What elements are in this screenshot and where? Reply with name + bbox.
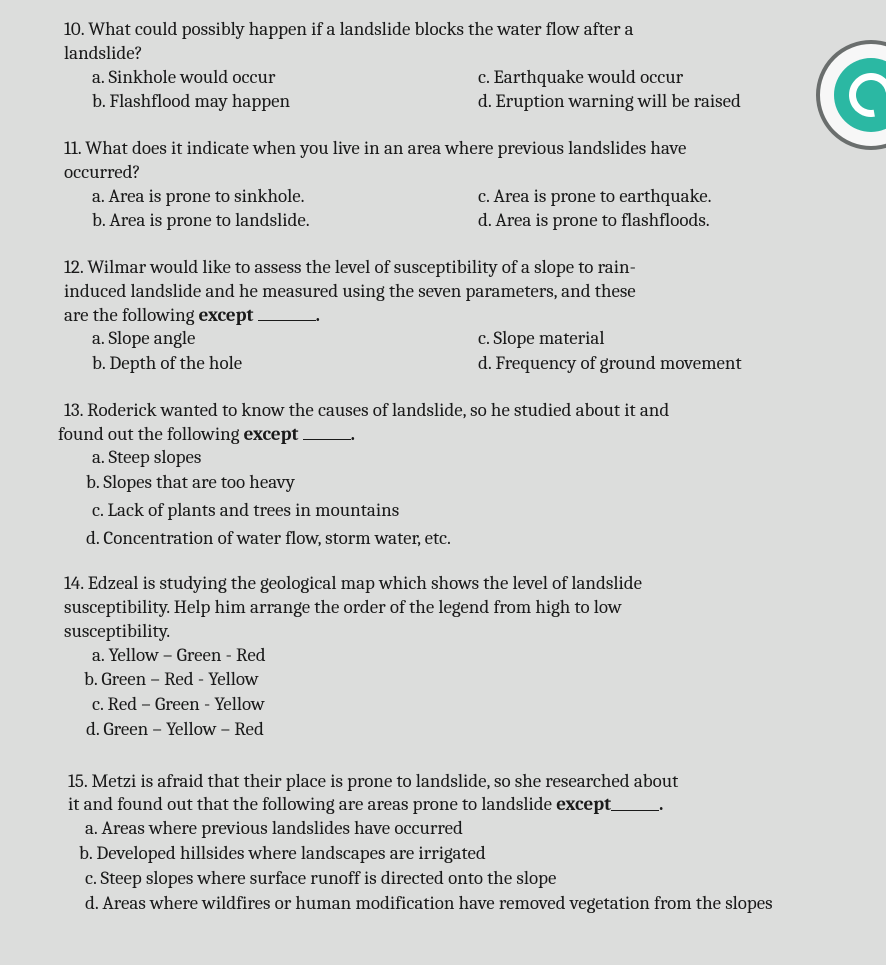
q11-a: a. Area is prone to sinkhole.	[92, 185, 478, 209]
q15-prompt: 15. Metzi is afraid that their place is …	[26, 770, 860, 794]
q13-line2: found out the following except .	[26, 423, 860, 447]
blank-icon	[258, 304, 316, 321]
q12-except: except	[199, 304, 254, 326]
q13-b: b. Slopes that are too heavy	[86, 471, 860, 495]
q10-num: 10.	[64, 18, 84, 40]
blank-icon	[303, 423, 351, 440]
q13-prompt: 13. Roderick wanted to know the causes o…	[26, 399, 860, 423]
q11-col-left: a. Area is prone to sinkhole. b. Area is…	[92, 185, 478, 235]
question-15: 15. Metzi is afraid that their place is …	[26, 770, 860, 916]
q12-a: a. Slope angle	[92, 327, 478, 351]
q14-num: 14.	[64, 572, 84, 594]
q12-d: d. Frequency of ground movement	[478, 352, 860, 376]
q12-line3a: are the following	[64, 304, 199, 326]
q15-options: a. Areas where previous landslides have …	[26, 817, 860, 915]
q12-prompt: 12. Wilmar would like to assess the leve…	[26, 256, 860, 280]
q14-c: c. Red – Green - Yellow	[26, 693, 860, 717]
q12-col-left: a. Slope angle b. Depth of the hole	[92, 327, 478, 377]
q14-b: b. Green – Red - Yellow	[26, 668, 860, 692]
q13-d: d. Concentration of water flow, storm wa…	[86, 527, 860, 551]
q12-period: .	[316, 304, 320, 326]
q13-options: a. Steep slopes b. Slopes that are too h…	[26, 446, 860, 550]
q12-line3: are the following except .	[26, 304, 860, 328]
q10-c: c. Earthquake would occur	[478, 66, 860, 90]
q10-line1: What could possibly happen if a landslid…	[88, 18, 633, 40]
question-14: 14. Edzeal is studying the geological ma…	[26, 572, 860, 741]
q15-line2: it and found out that the following are …	[26, 793, 860, 817]
blank-icon	[611, 793, 659, 810]
q12-b: b. Depth of the hole	[92, 352, 478, 376]
q11-line1: What does it indicate when you live in a…	[85, 137, 686, 159]
q15-line1: Metzi is afraid that their place is pron…	[91, 770, 678, 792]
q10-a: a. Sinkhole would occur	[92, 66, 478, 90]
q13-a: a. Steep slopes	[92, 446, 860, 470]
q15-line2a: it and found out that the following are …	[68, 794, 556, 816]
q13-line1: Roderick wanted to know the causes of la…	[87, 399, 669, 421]
question-11: 11. What does it indicate when you live …	[26, 137, 860, 234]
q14-d: d. Green – Yellow – Red	[26, 718, 860, 742]
q10-line2: landslide?	[26, 42, 860, 66]
q15-except: except	[556, 794, 611, 816]
q11-line2: occurred?	[26, 161, 860, 185]
q13-line2a: found out the following	[58, 423, 244, 445]
q10-col-right: c. Earthquake would occur d. Eruption wa…	[478, 66, 860, 116]
q12-line1: Wilmar would like to assess the level of…	[87, 256, 635, 278]
question-13: 13. Roderick wanted to know the causes o…	[26, 399, 860, 551]
q12-num: 12.	[64, 256, 83, 278]
q15-c: c. Steep slopes where surface runoff is …	[26, 867, 860, 891]
q13-except: except	[244, 423, 299, 445]
q11-c: c. Area is prone to earthquake.	[478, 185, 860, 209]
question-10: 10. What could possibly happen if a land…	[26, 18, 860, 115]
q14-options: a. Yellow – Green - Red b. Green – Red -…	[26, 644, 860, 742]
q15-period: .	[659, 794, 663, 816]
q10-col-left: a. Sinkhole would occur b. Flashflood ma…	[92, 66, 478, 116]
q12-options: a. Slope angle b. Depth of the hole c. S…	[26, 327, 860, 377]
q15-d: d. Areas where wildfires or human modifi…	[26, 892, 860, 916]
grammarly-icon	[834, 58, 886, 132]
q10-d: d. Eruption warning will be raised	[478, 90, 860, 114]
q15-a: a. Areas where previous landslides have …	[26, 817, 860, 841]
q14-a: a. Yellow – Green - Red	[26, 644, 860, 668]
q14-line1: Edzeal is studying the geological map wh…	[88, 572, 642, 594]
q12-c: c. Slope material	[478, 327, 860, 351]
q11-col-right: c. Area is prone to earthquake. d. Area …	[478, 185, 860, 235]
q10-prompt: 10. What could possibly happen if a land…	[26, 18, 860, 42]
q11-num: 11.	[64, 137, 81, 159]
q14-line2: susceptibility. Help him arrange the ord…	[26, 596, 860, 620]
q13-period: .	[351, 423, 355, 445]
q15-num: 15.	[68, 770, 87, 792]
q10-b: b. Flashflood may happen	[92, 90, 478, 114]
q11-d: d. Area is prone to flashfloods.	[478, 209, 860, 233]
question-12: 12. Wilmar would like to assess the leve…	[26, 256, 860, 377]
q11-b: b. Area is prone to landslide.	[92, 209, 478, 233]
q13-num: 13.	[64, 399, 83, 421]
q12-line2: induced landslide and he measured using …	[26, 280, 860, 304]
q15-b: b. Developed hillsides where landscapes …	[26, 842, 860, 866]
q13-c: c. Lack of plants and trees in mountains	[92, 499, 860, 523]
q11-prompt: 11. What does it indicate when you live …	[26, 137, 860, 161]
q10-options: a. Sinkhole would occur b. Flashflood ma…	[26, 66, 860, 116]
q12-col-right: c. Slope material d. Frequency of ground…	[478, 327, 860, 377]
q14-line3: susceptibility.	[26, 620, 860, 644]
q11-options: a. Area is prone to sinkhole. b. Area is…	[26, 185, 860, 235]
q14-prompt: 14. Edzeal is studying the geological ma…	[26, 572, 860, 596]
